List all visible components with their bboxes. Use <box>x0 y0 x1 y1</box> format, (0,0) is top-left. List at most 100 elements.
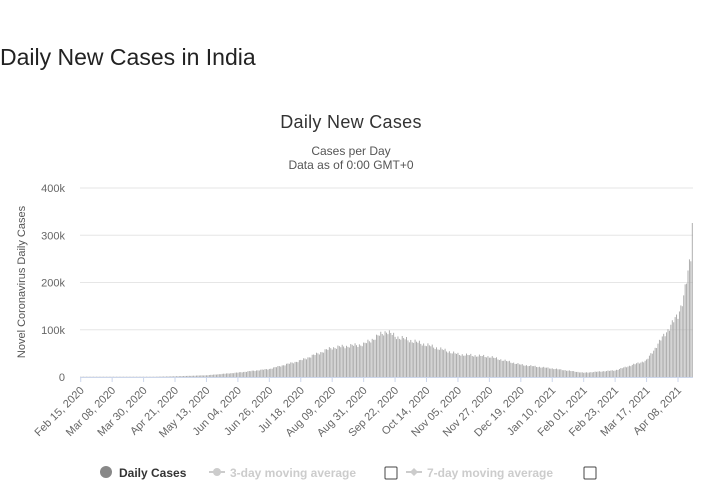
bar <box>631 364 633 377</box>
y-tick-label: 200k <box>41 278 65 290</box>
bar <box>424 345 426 377</box>
checkbox-3-day-average[interactable] <box>384 466 398 480</box>
bar <box>227 373 229 377</box>
bar <box>516 363 517 377</box>
bar <box>267 369 269 377</box>
bar <box>688 259 690 377</box>
bar <box>608 370 610 377</box>
legend-item-7-day-average[interactable]: 7-day moving average <box>406 466 597 480</box>
legend-label-3-day: 3-day moving average <box>230 466 356 480</box>
bar <box>390 332 392 377</box>
legend-item-daily-cases[interactable]: Daily Cases <box>100 466 187 480</box>
bar <box>583 372 585 377</box>
bar <box>490 357 492 377</box>
bar <box>428 345 430 377</box>
bar <box>318 354 320 377</box>
bar <box>658 339 660 377</box>
bar <box>304 358 306 377</box>
bar <box>170 376 172 377</box>
bar <box>574 371 576 377</box>
bar <box>297 362 299 377</box>
bar <box>504 359 506 377</box>
bar <box>236 372 237 377</box>
bar <box>234 372 236 377</box>
bar <box>654 347 656 377</box>
bar <box>507 361 509 377</box>
bar <box>413 342 415 377</box>
bar <box>377 335 379 377</box>
bar <box>478 354 480 377</box>
bar <box>528 365 530 377</box>
bar <box>677 318 679 377</box>
bar <box>477 356 479 377</box>
bar <box>594 371 596 377</box>
bar <box>653 350 655 377</box>
bar <box>676 314 678 377</box>
bar <box>226 373 227 377</box>
bar <box>661 336 663 377</box>
bar <box>537 367 539 377</box>
bar <box>483 354 485 377</box>
bar <box>526 365 527 377</box>
bar <box>404 339 406 377</box>
bar <box>180 376 182 377</box>
bar <box>311 354 313 377</box>
bar <box>247 371 249 377</box>
bar <box>501 360 503 377</box>
bar <box>513 362 515 377</box>
bar <box>473 356 475 377</box>
bar <box>401 335 403 377</box>
bar <box>607 370 609 377</box>
bar <box>508 360 510 377</box>
bar <box>266 369 267 377</box>
bar <box>600 371 602 377</box>
bar <box>557 369 559 377</box>
bar <box>313 354 315 377</box>
bar <box>177 376 179 377</box>
bar <box>364 342 366 377</box>
bar <box>621 368 623 377</box>
bar <box>613 370 615 377</box>
bar <box>656 348 658 377</box>
bar <box>251 370 253 377</box>
bar <box>466 353 467 377</box>
bar <box>617 369 619 377</box>
bar <box>238 372 240 377</box>
bar <box>294 361 296 377</box>
bar <box>174 376 176 377</box>
bar <box>644 360 646 377</box>
bar <box>534 365 536 377</box>
bar <box>310 357 312 377</box>
bar <box>388 330 390 377</box>
bar <box>326 349 327 377</box>
bar <box>536 367 537 377</box>
bar <box>175 376 177 377</box>
legend-item-3-day-average[interactable]: 3-day moving average <box>209 466 398 480</box>
legend-label-7-day: 7-day moving average <box>427 466 553 480</box>
bar <box>660 340 662 377</box>
bar <box>657 343 659 377</box>
bar <box>360 345 362 377</box>
bar <box>593 372 595 377</box>
bar <box>200 375 202 377</box>
bar <box>343 346 345 377</box>
bar <box>427 343 429 377</box>
bar <box>178 376 180 377</box>
bar <box>464 355 466 377</box>
checkbox-7-day-average[interactable] <box>583 466 597 480</box>
bar <box>276 367 277 377</box>
bar <box>228 373 230 377</box>
bar <box>397 336 399 377</box>
bar <box>290 362 292 377</box>
bar <box>301 360 303 377</box>
bar <box>441 349 443 377</box>
bar <box>588 372 590 377</box>
bar <box>420 343 422 377</box>
bar <box>514 363 516 377</box>
bar <box>350 344 352 377</box>
bar <box>576 371 578 377</box>
bar <box>233 373 235 377</box>
bar <box>450 353 452 377</box>
bars <box>80 223 693 377</box>
legend: Daily Cases 3-day moving average 7-day m… <box>100 466 597 480</box>
